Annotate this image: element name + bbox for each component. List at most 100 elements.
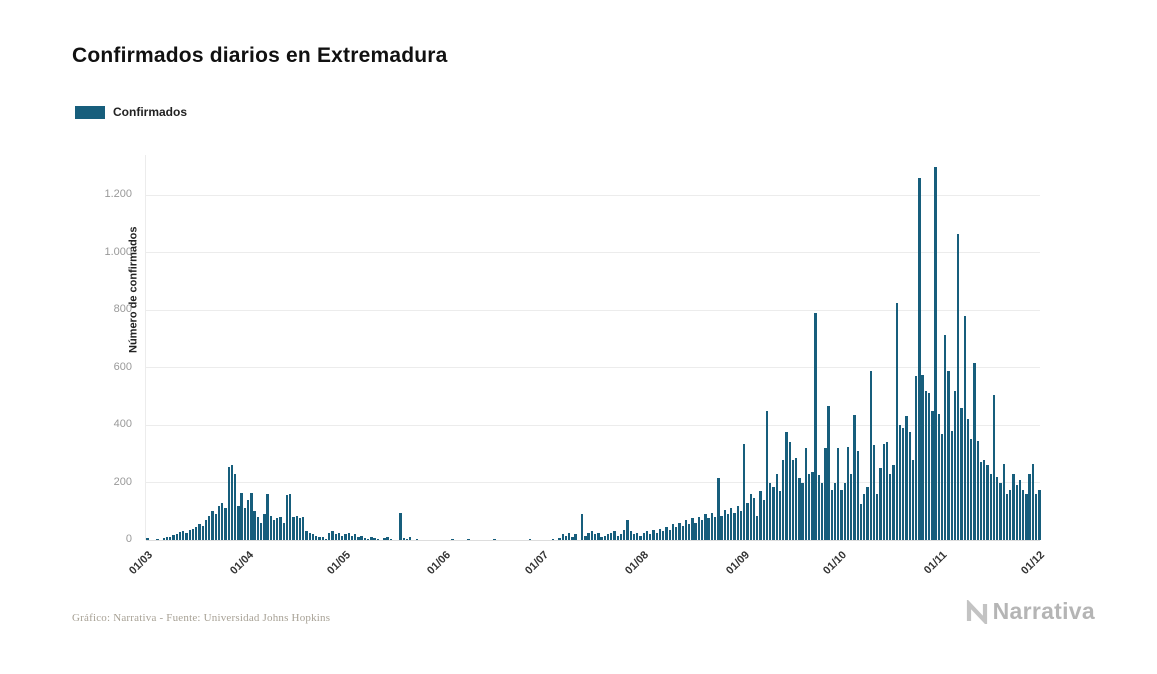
x-tick-label: 01/12	[1018, 549, 1047, 577]
bar	[584, 535, 587, 540]
bar	[208, 515, 211, 540]
gridline	[146, 194, 1040, 196]
bar	[996, 476, 999, 540]
bar	[561, 534, 564, 540]
y-tick-label: 400	[113, 418, 132, 431]
bar	[889, 473, 892, 540]
x-tick-label: 01/09	[723, 549, 752, 577]
bar	[1031, 463, 1035, 540]
bar	[691, 518, 694, 540]
bar	[798, 478, 801, 540]
bar	[195, 527, 198, 540]
bar	[892, 465, 895, 540]
bar	[574, 534, 577, 540]
bar	[276, 518, 279, 540]
bar	[606, 534, 610, 540]
bar	[675, 527, 678, 540]
bar	[963, 315, 966, 540]
bar	[801, 482, 804, 540]
bar	[827, 406, 830, 540]
bar	[908, 432, 911, 540]
bar	[227, 466, 230, 540]
bar	[334, 534, 337, 540]
bar	[765, 410, 769, 540]
bar	[804, 448, 808, 540]
bar	[795, 458, 798, 540]
bar	[272, 519, 276, 540]
bar	[324, 538, 328, 540]
bar	[684, 519, 688, 540]
bar	[636, 532, 639, 540]
bar	[817, 475, 821, 540]
bar	[1015, 485, 1018, 540]
bar	[769, 482, 772, 540]
bar	[529, 539, 532, 540]
bar	[169, 536, 172, 540]
bar	[178, 531, 182, 540]
bar	[246, 499, 250, 540]
bar	[921, 374, 924, 540]
bar	[642, 532, 645, 540]
bar	[263, 514, 266, 540]
x-tick-label: 01/07	[522, 549, 551, 577]
bar	[837, 448, 840, 540]
y-tick-label: 1.000	[104, 245, 132, 258]
bar	[347, 532, 350, 540]
bar	[853, 415, 856, 540]
bar	[204, 519, 208, 540]
bar	[678, 522, 681, 540]
bar	[866, 486, 869, 540]
bar	[376, 538, 380, 540]
bar	[950, 430, 953, 540]
bar	[1009, 489, 1012, 540]
bar	[331, 531, 334, 540]
bar	[305, 531, 308, 540]
bar	[733, 512, 736, 540]
bar	[807, 473, 811, 540]
bar	[201, 525, 204, 540]
y-tick-label: 0	[125, 533, 132, 545]
bar	[736, 505, 739, 540]
bar	[234, 473, 237, 540]
bar	[1034, 494, 1038, 540]
bar	[182, 531, 185, 540]
plot-area	[145, 155, 1041, 541]
bar	[986, 465, 989, 540]
bar	[1025, 494, 1028, 540]
bar	[493, 539, 496, 540]
bar	[898, 425, 902, 540]
bar	[782, 459, 785, 540]
bar	[720, 515, 723, 540]
bar	[655, 532, 658, 540]
bar	[1021, 489, 1025, 540]
bar	[1018, 479, 1022, 540]
bar	[616, 535, 619, 540]
legend-swatch	[75, 105, 105, 119]
bar	[558, 537, 561, 540]
bar	[739, 511, 743, 540]
bar	[224, 508, 227, 540]
bar	[217, 505, 221, 540]
x-tick-label: 01/04	[227, 549, 256, 577]
bar	[590, 531, 594, 540]
gridline	[146, 539, 1040, 541]
bar	[723, 509, 726, 540]
bar	[357, 537, 360, 540]
bar	[308, 532, 311, 540]
bar	[383, 537, 386, 540]
bar	[694, 522, 697, 540]
bar	[999, 482, 1002, 540]
bar	[662, 531, 665, 540]
bar	[859, 504, 863, 540]
bar	[230, 465, 234, 540]
bar	[717, 478, 720, 540]
bar	[911, 459, 915, 540]
bar	[976, 440, 979, 540]
bar	[658, 528, 662, 540]
bar	[619, 534, 623, 540]
bar	[843, 482, 846, 540]
bar	[289, 494, 292, 540]
bar	[292, 517, 295, 540]
y-tick-label: 600	[113, 360, 132, 373]
bar	[269, 515, 272, 540]
